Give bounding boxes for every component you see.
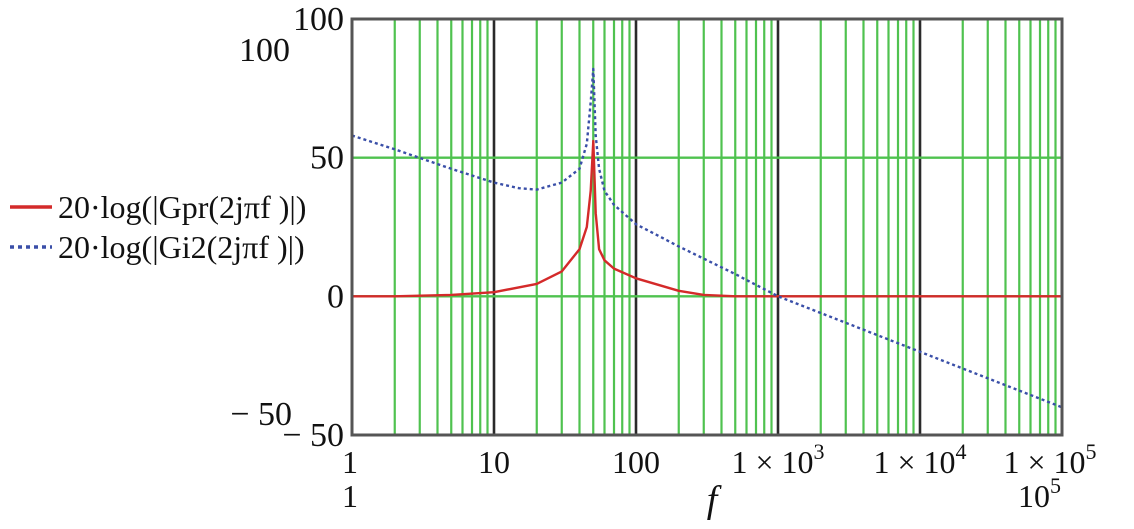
x-tick-label: 1 × 105 (1003, 439, 1096, 480)
x-tick-label: 1 (342, 444, 358, 480)
legend-label-2: 20·log(|Gi2(2jπf )|) (58, 229, 305, 265)
x-axis-label: f (707, 479, 722, 521)
x-tick-exponent: 3 (814, 439, 825, 464)
x-tick-label: 1 × 104 (873, 439, 966, 480)
x-min-limit-label: 1 (342, 478, 358, 514)
y-tick-label: 50 (310, 140, 344, 177)
y-min-limit-label: − 50 (230, 396, 292, 433)
tick-labels: 1 10 100 1 × 103 1 × 104 1 × 105 100 50 0 − 50 (282, 1, 1096, 480)
series-line-2 (351, 67, 1063, 409)
y-tick-label: − 50 (282, 417, 344, 454)
legend-label-1: 20·log(|Gpr(2jπf )|) (58, 189, 306, 225)
axis-limit-labels: 100− 501 105 (230, 32, 1061, 514)
y-tick-label: 0 (327, 278, 344, 315)
x-tick-exponent: 5 (1086, 439, 1097, 464)
x-tick-label: 10 (478, 444, 510, 480)
major-gridlines (352, 19, 1062, 435)
series-lines (350, 67, 1064, 409)
series-line-1 (350, 139, 1064, 298)
y-max-limit-label: 100 (239, 32, 290, 69)
x-max-limit-exponent: 5 (1050, 473, 1061, 498)
plot-frame (350, 17, 1064, 437)
x-max-limit-label: 105 (1018, 473, 1061, 514)
y-tick-label: 100 (293, 1, 344, 38)
x-tick-label: 100 (612, 444, 660, 480)
x-tick-exponent: 4 (956, 439, 967, 464)
x-tick-label: 1 × 103 (731, 439, 824, 480)
legend: 20·log(|Gpr(2jπf )|) 20·log(|Gi2(2jπf )|) (10, 189, 306, 265)
